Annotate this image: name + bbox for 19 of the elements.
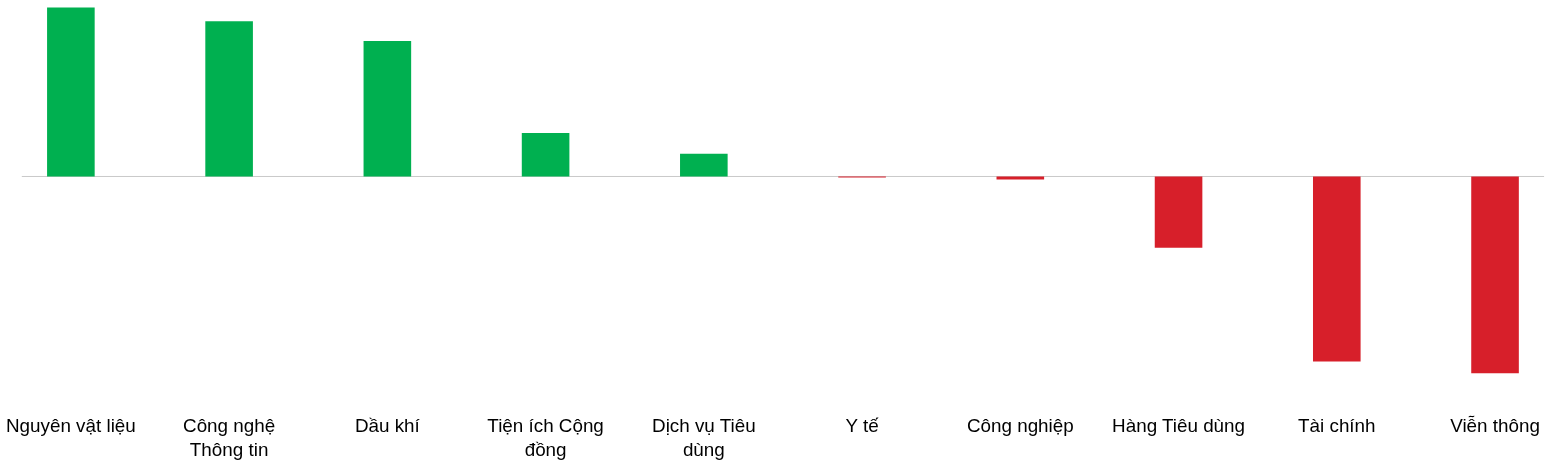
bar xyxy=(1471,176,1519,374)
x-tick-label: Dầu khí xyxy=(354,414,421,436)
x-tick-label: Hàng Tiêu dùng xyxy=(1112,414,1246,436)
x-tick-label: Tài chính xyxy=(1298,414,1376,436)
bar xyxy=(680,153,728,177)
bar xyxy=(47,7,95,177)
bar xyxy=(996,176,1045,180)
bar xyxy=(363,41,412,177)
x-tick-label: Công nghệ Thông tin xyxy=(183,414,276,460)
x-tick-label: Công nghiệp xyxy=(966,414,1074,436)
x-tick-label: Dịch vụ Tiêu dùng xyxy=(652,414,756,460)
x-tick-label: Viễn thông xyxy=(1450,414,1540,436)
bar xyxy=(521,132,570,177)
x-tick-label: Y tế xyxy=(845,414,880,436)
bar xyxy=(205,21,253,177)
x-tick-label: Nguyên vật liệu xyxy=(5,414,136,436)
bar xyxy=(1313,176,1361,362)
bar xyxy=(1154,176,1203,248)
x-tick-label: Tiện ích Cộng đồng xyxy=(487,414,604,460)
